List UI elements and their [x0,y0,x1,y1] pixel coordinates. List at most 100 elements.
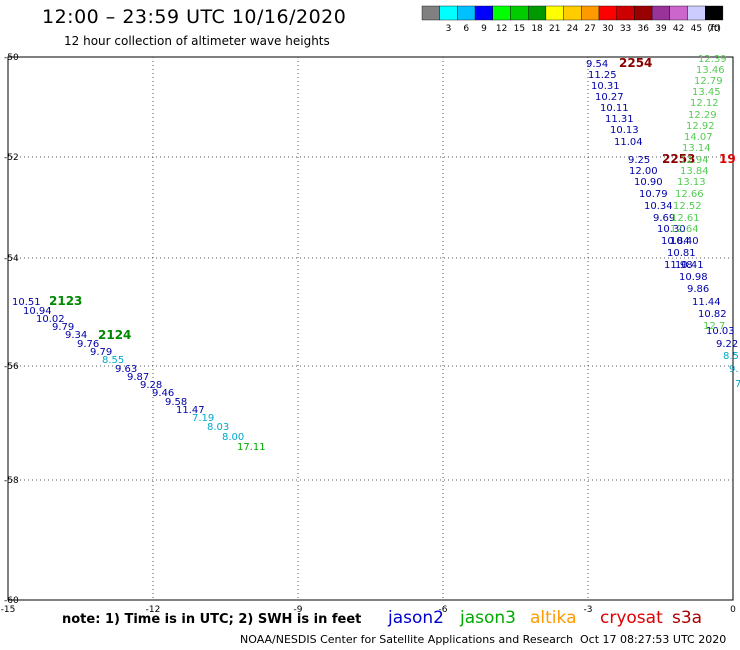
swh-value: 9.58 [165,397,187,408]
legend-label: 9 [481,24,487,34]
swh-value: 10.79 [639,189,668,200]
map-title: 12:00 – 23:59 UTC 10/16/2020 [42,6,347,28]
swh-value: 11.44 [692,297,721,308]
legend-label: 36 [638,24,650,34]
legend-unit: (ft) [707,24,721,34]
legend-swatch [492,5,511,21]
legend-swatch [439,5,458,21]
swh-value: 12.39 [698,54,727,65]
swh-value: 11.47 [176,405,205,416]
swh-value: 8.55 [102,355,124,366]
swh-value: 7.19 [192,413,214,424]
swh-value: 10.84 [661,236,690,247]
swh-value: 10.81 [667,248,696,259]
swh-value: 8.5 [723,351,739,362]
legend-label: 70 [708,24,720,34]
swh-value: 10.90 [634,177,663,188]
swh-value: 17.11 [237,442,266,453]
swh-value: 11.31 [605,114,634,125]
swh-value: 9.54 [586,59,608,70]
legend-swatch [598,5,617,21]
legend-swatch [581,5,600,21]
legend-swatch [457,5,476,21]
legend-label: 24 [567,24,579,34]
sat-altika: altika [530,608,577,628]
swh-value: 12.7 [703,321,725,332]
swh-value: 10.03 [706,326,735,337]
swh-value: 10.98 [679,272,708,283]
lon-label: -6 [439,605,448,615]
legend-label: 12 [496,24,507,34]
legend-label: 3 [446,24,452,34]
swh-value: 12.61 [671,213,700,224]
swh-value: 14.07 [684,132,713,143]
swh-value: 2253 [662,152,695,166]
swh-value: 13.84 [680,166,709,177]
swh-value: 12.12 [690,98,719,109]
footer-credit: NOAA/NESDIS Center for Satellite Applica… [240,633,574,646]
swh-value: 2254 [619,56,652,70]
swh-value: 9.46 [152,388,174,399]
lat-label: -52 [4,153,19,163]
legend-label: 21 [549,24,560,34]
lon-label: 0 [730,605,736,615]
swh-value: 10.94 [23,306,52,317]
legend-label: 27 [584,24,595,34]
lon-label: -12 [146,605,161,615]
legend-swatch [616,5,635,21]
swh-value: 10.27 [595,92,624,103]
swh-value: 12.92 [686,121,715,132]
swh-value: 10.34 [644,201,673,212]
map-subtitle: 12 hour collection of altimeter wave hei… [64,34,330,48]
swh-value: 10.40 [670,236,699,247]
swh-value: 12.64 [670,224,699,235]
swh-value: 12.29 [688,110,717,121]
lon-label: -3 [584,605,593,615]
map-grid: -50 -52 -54 -56 -58 -60-15 -12 -9 -6 -3 0 [1,53,736,615]
legend-label: 6 [463,24,469,34]
legend-swatch [421,5,440,21]
lon-label: -15 [1,605,16,615]
swh-value: 9. [729,364,739,375]
swh-value: 11.04 [614,137,643,148]
swh-value: 10.11 [600,103,629,114]
legend-swatch [545,5,564,21]
swh-value: 9.76 [77,339,99,350]
swh-value: 10.51 [12,297,41,308]
swh-value: 13.45 [692,87,721,98]
lon-label: -9 [294,605,303,615]
swh-value: 10.02 [36,314,65,325]
sat-s3a: s3a [672,608,703,628]
legend-label: 15 [514,24,525,34]
swh-value: 12.52 [673,201,702,212]
swh-value: 19 [719,152,736,166]
legend-swatch [669,5,688,21]
swh-value: 2124 [98,328,131,342]
footer-timestamp: Oct 17 08:27:53 UTC 2020 [580,633,727,646]
wave-height-labels: 10.5110.9410.029.799.349.769.798.559.639… [12,54,740,453]
swh-value: 9.79 [52,322,74,333]
legend-swatch [474,5,494,21]
swh-value: 10.41 [675,260,704,271]
swh-value: 10.13 [610,125,639,136]
swh-value: 11.25 [588,70,617,81]
legend-swatch [510,5,529,21]
legend-label: 33 [620,24,631,34]
swh-value: 13.46 [696,65,725,76]
swh-value: 11.98 [664,260,693,271]
legend-swatch [634,5,653,21]
lat-label: -60 [4,596,19,606]
swh-value: 9.86 [687,284,709,295]
swh-value: 10.30 [657,224,686,235]
color-legend: 3 6 9 12 15 18 21 24 27 30 33 36 39 42 45 70(ft) [421,5,724,34]
legend-swatch [687,5,706,21]
swh-value: 2123 [49,294,82,308]
sat-jason2: jason2 [388,608,444,628]
legend-label: 45 [691,24,702,34]
swh-value: 12.94 [680,155,709,166]
lat-label: -56 [4,362,19,372]
lat-label: -58 [4,476,19,486]
swh-value: 12.66 [675,189,704,200]
swh-value: 9.79 [90,347,112,358]
